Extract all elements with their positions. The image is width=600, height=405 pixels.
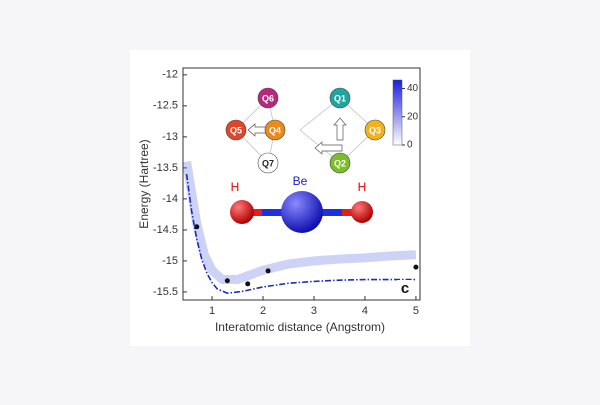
qubit: [264, 119, 286, 141]
qubit: [329, 152, 351, 174]
data-point: [194, 224, 200, 230]
exact-curve: [185, 173, 416, 294]
y-tick-label: -12.5: [153, 100, 178, 112]
colorbar-tick-label: 20: [407, 111, 419, 122]
qubit: [225, 119, 247, 141]
qubit: [257, 87, 279, 109]
atom-label: H: [231, 180, 240, 194]
qubit-label: Q1: [334, 93, 346, 103]
data-point: [224, 278, 230, 284]
qubit-label: Q5: [230, 125, 242, 135]
qubit: [364, 119, 386, 141]
atom: [351, 201, 373, 223]
x-tick-label: 5: [413, 305, 419, 317]
x-tick-label: 1: [209, 305, 215, 317]
cr-arrow: [314, 141, 343, 155]
y-axis-label: Energy (Hartree): [137, 139, 151, 228]
atom-label: Be: [293, 174, 308, 188]
qubit: [257, 152, 279, 174]
colorbar-tick-label: 0: [407, 140, 413, 151]
qubit-label: Q6: [262, 93, 274, 103]
qubit-label: Q2: [334, 158, 346, 168]
plot-frame: [182, 67, 421, 301]
qubit-label: Q7: [262, 158, 274, 168]
y-tick-label: -12: [162, 69, 178, 81]
x-tick-label: 4: [362, 305, 368, 317]
panel-label: c: [401, 280, 409, 297]
y-tick-label: -15: [162, 255, 178, 267]
panel-label-box: [397, 280, 413, 296]
data-point: [265, 268, 271, 274]
data-point: [245, 281, 251, 287]
atom: [230, 200, 254, 224]
cr-arrow: [333, 117, 347, 141]
y-tick-label: -14: [162, 193, 178, 205]
y-tick-label: -13.5: [153, 162, 178, 174]
atom: [281, 191, 323, 233]
qubit: [329, 87, 351, 109]
colorbar: [392, 79, 403, 146]
qubit-label: Q3: [369, 125, 381, 135]
colorbar-tick-label: 40: [407, 83, 419, 94]
atom-label: H: [358, 180, 367, 194]
y-tick-label: -15.5: [153, 286, 178, 298]
x-tick-label: 3: [311, 305, 317, 317]
data-point: [413, 264, 419, 270]
x-tick-label: 2: [260, 305, 266, 317]
qubit-label: Q4: [269, 125, 281, 135]
y-tick-label: -14.5: [153, 224, 178, 236]
y-tick-label: -13: [162, 131, 178, 143]
x-axis-label: Interatomic distance (Angstrom): [215, 320, 385, 334]
